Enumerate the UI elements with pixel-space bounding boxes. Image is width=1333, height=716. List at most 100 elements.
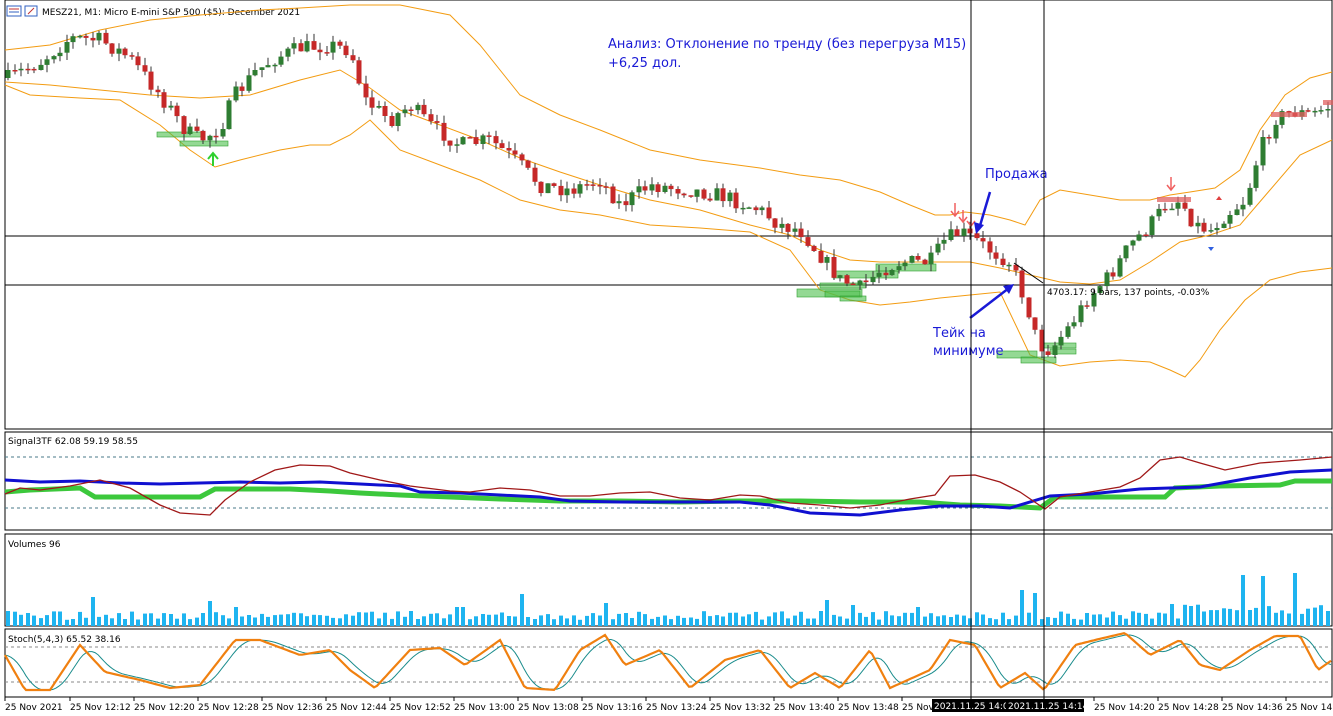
candle-body <box>512 150 518 155</box>
volume-bar <box>97 616 101 626</box>
candle-body <box>662 185 668 192</box>
volume-bar <box>227 618 231 626</box>
candle-body <box>356 60 362 84</box>
buy-arrow-icon <box>207 151 219 166</box>
volume-bar <box>305 616 309 626</box>
candle-body <box>1065 326 1071 337</box>
volume-bar <box>52 611 56 626</box>
stoch-signal-line <box>4 634 1332 691</box>
candle-body <box>928 252 934 265</box>
candle-body <box>889 270 895 276</box>
candle-body <box>298 43 304 52</box>
volume-bar <box>975 612 979 626</box>
volume-bar <box>585 615 589 626</box>
volume-bar <box>468 619 472 626</box>
candle-body <box>1006 264 1012 267</box>
volume-bar <box>234 607 238 626</box>
candle-body <box>1175 202 1181 209</box>
volume-bar <box>1079 619 1083 626</box>
volume-bar <box>149 613 153 626</box>
volume-bar <box>6 611 10 626</box>
time-tick-label: 25 Nov 12:44 <box>326 703 387 713</box>
time-tick-label: 25 Nov 12:36 <box>262 703 323 713</box>
volume-bar <box>773 612 777 626</box>
candle-body <box>1247 187 1253 205</box>
volume-bar <box>1222 608 1226 626</box>
candle-body <box>844 275 850 284</box>
candle-body <box>655 184 661 192</box>
volume-bar <box>767 616 771 626</box>
signal-line-red <box>4 456 1333 516</box>
candle-body <box>1312 110 1318 113</box>
candle-body <box>103 32 109 44</box>
crosshair-time-box-2 <box>1006 699 1084 712</box>
volume-bar <box>695 618 699 626</box>
volume-bar <box>325 615 329 626</box>
volume-bar <box>370 611 374 626</box>
volume-bar <box>1046 617 1050 626</box>
volume-bar <box>598 615 602 626</box>
volume-bar <box>617 613 621 626</box>
candle-body <box>993 252 999 259</box>
measure-line[interactable] <box>1013 262 1044 284</box>
candle-body <box>792 228 798 232</box>
candle-body <box>109 43 115 54</box>
candle-body <box>155 89 161 93</box>
volume-bar <box>429 613 433 626</box>
volume-bar <box>890 615 894 626</box>
candle-body <box>506 148 512 151</box>
volume-bar <box>487 614 491 626</box>
candle-body <box>142 65 148 72</box>
volume-bar <box>1215 610 1219 626</box>
volume-bar <box>799 611 803 626</box>
volume-bar <box>578 619 582 626</box>
volume-bar <box>702 611 706 626</box>
candle-body <box>1019 270 1025 298</box>
volume-bar <box>682 617 686 626</box>
volume-bar <box>552 619 556 626</box>
candle-body <box>1149 216 1155 235</box>
candle-body <box>798 228 804 238</box>
volume-bar <box>988 618 992 626</box>
volume-bar <box>266 616 270 626</box>
candle-body <box>317 49 323 53</box>
volume-bar <box>221 615 225 626</box>
candle-body <box>681 193 687 196</box>
candle-body <box>987 241 993 253</box>
candle-body <box>363 83 369 98</box>
volume-bar <box>45 615 49 626</box>
candle-body <box>239 86 245 91</box>
candle-body <box>77 35 83 38</box>
candle-body <box>96 32 102 41</box>
volume-bar <box>1007 619 1011 626</box>
candle-body <box>369 97 375 108</box>
volume-bar <box>13 611 17 626</box>
volume-bar <box>689 617 693 626</box>
volume-bar <box>669 619 673 626</box>
volume-bar <box>747 614 751 626</box>
volume-bar <box>338 618 342 626</box>
volume-bar <box>1248 610 1252 626</box>
candle-body <box>226 100 232 130</box>
volume-bar <box>1261 576 1265 626</box>
volume-bar <box>851 605 855 626</box>
candle-body <box>623 201 629 206</box>
volume-bar <box>39 618 43 626</box>
volume-bar <box>182 613 186 626</box>
volume-bar <box>377 618 381 626</box>
volume-bar <box>903 612 907 626</box>
candle-body <box>532 167 538 182</box>
candle-body <box>545 183 551 194</box>
candle-body <box>1013 264 1019 271</box>
candle-body <box>1253 165 1259 188</box>
volume-bar <box>1326 611 1330 626</box>
candle-body <box>187 126 193 134</box>
volume-bar <box>240 616 244 626</box>
candle-body <box>220 129 226 137</box>
candle-body <box>291 43 297 49</box>
candle-body <box>1234 209 1240 215</box>
candle-body <box>1130 240 1136 246</box>
candle-body <box>38 64 44 70</box>
volume-bar <box>260 613 264 626</box>
